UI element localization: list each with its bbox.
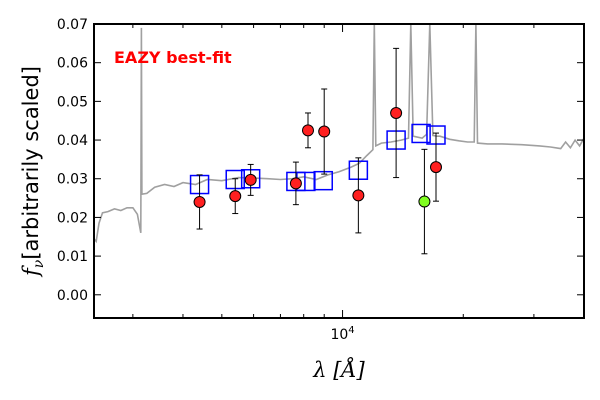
x-axis-label: λ [Å]	[312, 357, 365, 382]
y-tick-label-3: 0.03	[57, 172, 88, 188]
y-axis-symbol: f	[19, 265, 43, 278]
y-axis-text: [arbitrarily scaled]	[19, 66, 43, 260]
observed-point-0	[193, 195, 206, 208]
y-axis-label: fν[arbitrarily scaled]	[19, 66, 47, 278]
observed-point-9	[429, 161, 442, 174]
y-tick-label-7: 0.07	[57, 17, 88, 33]
y-tick-label-0: 0.00	[57, 288, 88, 304]
observed-point-6	[352, 189, 365, 202]
y-tick-label-1: 0.01	[57, 249, 88, 265]
observed-point-7	[390, 106, 403, 119]
observed-point-1	[229, 190, 242, 203]
x-tick-label-1e4: 104	[330, 325, 354, 343]
y-axis-subscript: ν	[31, 259, 47, 268]
axis-ticks: 0.00 0.01 0.02 0.03 0.04 0.05 0.06 0.07 104	[57, 17, 584, 343]
model-square-5	[313, 170, 333, 191]
observed-point-highlight	[418, 195, 431, 208]
model-square-8	[411, 123, 431, 144]
y-tick-label-2: 0.02	[57, 210, 88, 226]
plot-area	[94, 24, 584, 255]
observed-point-5	[318, 125, 331, 138]
x-tick-label-base: 10	[330, 327, 348, 343]
plot-frame	[93, 23, 585, 319]
observed-point-2	[244, 173, 257, 186]
template-spectrum-line	[94, 24, 584, 244]
y-tick-label-5: 0.05	[57, 94, 88, 110]
observed-point-3	[289, 177, 302, 190]
y-tick-label-4: 0.04	[57, 133, 88, 149]
y-tick-label-6: 0.06	[57, 56, 88, 72]
observed-point-4	[301, 124, 314, 137]
x-tick-label-exponent: 4	[348, 325, 354, 336]
annotation-eazy: EAZY best-fit	[114, 48, 232, 67]
